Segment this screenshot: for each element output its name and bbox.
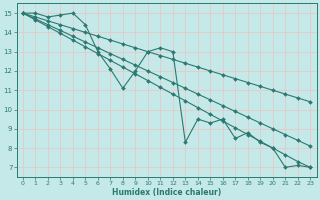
X-axis label: Humidex (Indice chaleur): Humidex (Indice chaleur) [112,188,221,197]
